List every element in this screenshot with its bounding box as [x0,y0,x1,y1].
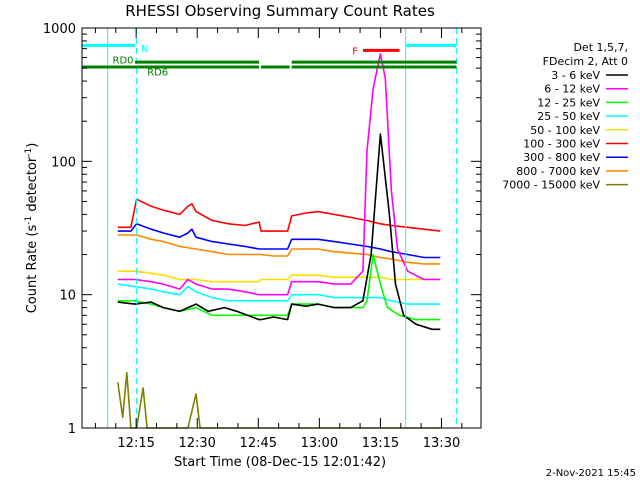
series-line-9 [117,371,441,429]
legend-label-9: 7000 - 15000 keV [502,179,600,192]
legend-label-6: 100 - 300 keV [523,138,600,151]
x-axis-label: Start Time (08-Dec-15 12:01:42) [174,455,386,470]
flag-label-rd0: RD0 [113,56,134,67]
y-tick-label: 1 [68,422,76,437]
x-tick-label: 13:15 [362,436,399,451]
x-tick-label: 12:45 [240,436,277,451]
x-tick-label: 13:30 [423,436,460,451]
series-line-6 [117,198,441,232]
legend-header-2: FDecim 2, Att 0 [543,55,628,68]
legend-label-1: 3 - 6 keV [551,69,600,82]
series-line-1 [117,133,441,331]
svg-text:Count Rate (s-1 detector-1): Count Rate (s-1 detector-1) [24,143,40,314]
legend-label-3: 12 - 25 keV [537,96,600,109]
flag-label-f: F [352,46,358,57]
legend-label-4: 25 - 50 keV [537,110,600,123]
legend-header-1: Det 1,5,7, [573,41,628,54]
x-tick-label: 12:30 [178,436,215,451]
legend-label-7: 300 - 800 keV [523,151,600,164]
x-tick-label: 13:00 [301,436,338,451]
series-line-8 [117,234,441,265]
series-line-3 [117,253,441,321]
series-line-4 [117,283,441,305]
series-line-5 [117,270,441,283]
chart-title: RHESSI Observing Summary Count Rates [125,2,435,20]
y-tick-label: 100 [51,155,76,170]
series-line-7 [117,223,441,259]
y-tick-label: 10 [59,289,76,304]
series-line-2 [117,52,441,296]
footer-date: 2-Nov-2021 15:45 [546,468,636,479]
x-tick-label: 12:15 [117,436,154,451]
y-axis-label: Count Rate (s-1 detector-1) [24,143,40,314]
plot-frame [81,27,482,429]
flag-label-n: N [141,44,148,55]
legend-label-8: 800 - 7000 keV [516,165,600,178]
flag-label-rd6: RD6 [147,68,168,79]
y-tick-label: 1000 [43,22,76,37]
legend-label-2: 6 - 12 keV [544,83,600,96]
legend-label-5: 50 - 100 keV [530,124,600,137]
